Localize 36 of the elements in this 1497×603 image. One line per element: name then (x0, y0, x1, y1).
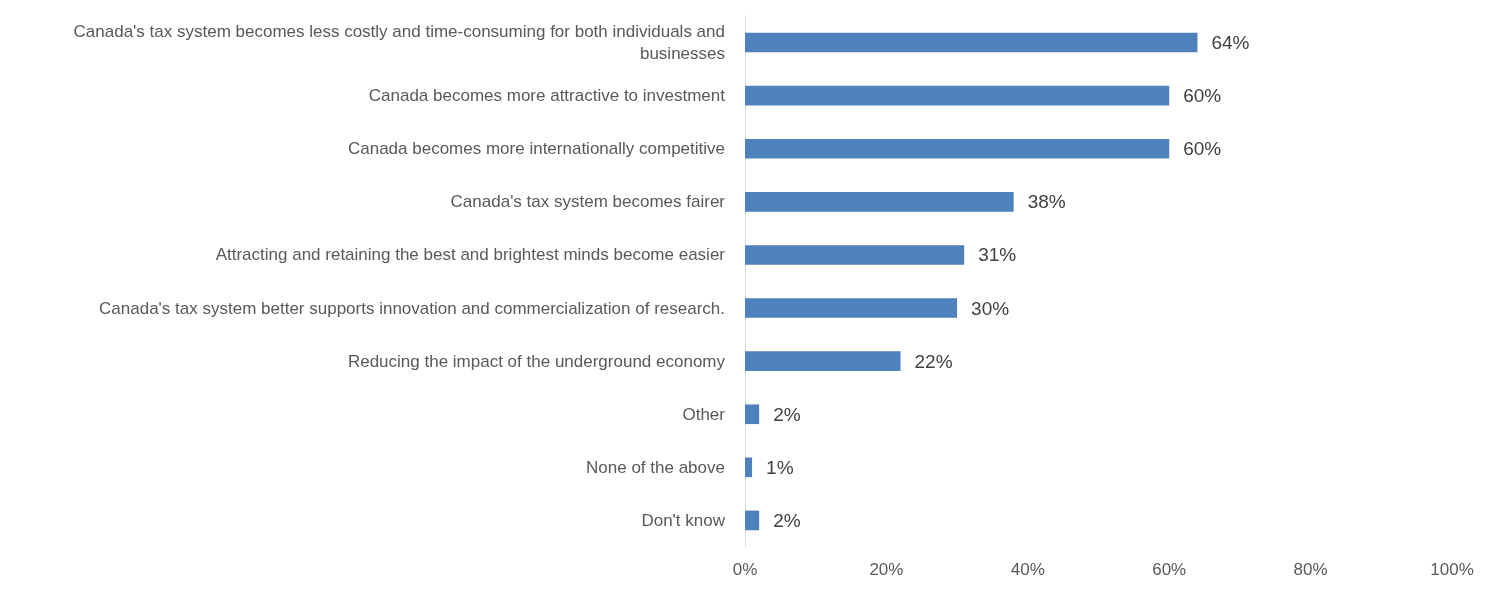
data-label: 22% (914, 350, 953, 372)
data-label: 2% (773, 509, 801, 531)
bar (745, 192, 1014, 212)
bar (745, 85, 1170, 106)
data-label: 38% (1027, 191, 1066, 213)
bar (745, 138, 1170, 159)
y-tick-label: None of the above (586, 457, 725, 477)
bar (745, 351, 901, 371)
bar (745, 32, 1198, 53)
bar (745, 298, 958, 318)
data-label: 31% (978, 244, 1017, 266)
y-tick-label: Don't know (641, 510, 726, 530)
x-tick-label: 100% (1430, 560, 1474, 579)
x-tick-label: 20% (869, 560, 904, 579)
data-label: 1% (766, 456, 794, 478)
bar (745, 457, 753, 478)
data-label: 60% (1183, 138, 1222, 160)
y-tick-label: Attracting and retaining the best and brightest minds become easier (215, 245, 726, 265)
data-label: 30% (971, 297, 1010, 319)
x-tick-label: 0% (732, 560, 758, 579)
bar (745, 245, 965, 265)
y-tick-label: Canada's tax system becomes less costly and time-consuming for both individuals and businesses (73, 22, 725, 64)
bar (745, 404, 760, 425)
data-label: 64% (1211, 32, 1250, 54)
y-tick-label: Canada becomes more internationally competitive (347, 139, 725, 159)
y-tick-label: Reducing the impact of the underground economy (347, 351, 726, 371)
x-tick-label: 60% (1152, 560, 1187, 579)
y-tick-label: Canada's tax system becomes fairer (450, 192, 726, 212)
y-tick-label: Other (682, 404, 726, 424)
x-tick-label: 80% (1293, 560, 1328, 579)
y-tick-label: Canada's tax system better supports innovation and commercialization of research. (99, 298, 725, 318)
bar (745, 510, 760, 531)
data-label: 60% (1183, 85, 1222, 107)
x-tick-label: 40% (1010, 560, 1045, 579)
y-tick-label: Canada becomes more attractive to investment (368, 86, 726, 106)
data-label: 2% (773, 403, 801, 425)
